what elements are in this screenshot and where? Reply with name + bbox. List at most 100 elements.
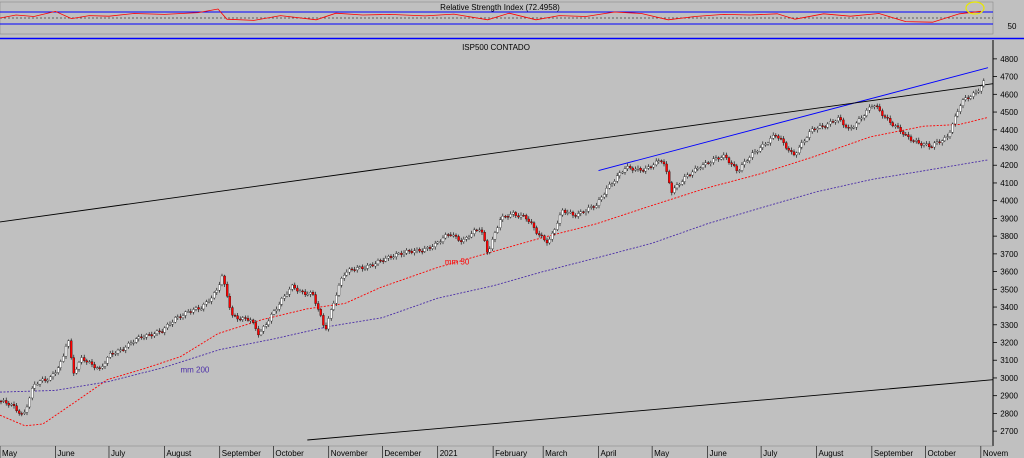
candle-body <box>571 211 575 216</box>
candle-body <box>839 117 842 121</box>
candle-body <box>512 212 515 215</box>
candle-body <box>889 118 892 123</box>
candle-body <box>36 383 39 386</box>
candle-body <box>681 181 684 185</box>
candle-body <box>891 122 894 127</box>
candle-body <box>517 215 520 218</box>
candle-body <box>792 151 796 156</box>
candle-body <box>371 264 374 267</box>
candle-body <box>309 292 312 295</box>
candle-body <box>798 146 801 154</box>
price-tick-label: 4500 <box>1000 108 1018 117</box>
candle-body <box>7 402 10 406</box>
candle-body <box>551 232 554 240</box>
candle-body <box>88 361 91 363</box>
candle-body <box>374 263 377 267</box>
candle-body <box>662 161 666 165</box>
candle-body <box>46 380 49 382</box>
candle-body <box>239 318 242 321</box>
candle-body <box>772 135 775 139</box>
candle-body <box>675 184 679 189</box>
candle-body <box>860 117 863 120</box>
candle-body <box>969 96 972 99</box>
date-tick-label: November <box>331 449 368 458</box>
candle-body <box>566 212 569 214</box>
candle-body <box>301 290 304 293</box>
candle-body <box>868 106 871 111</box>
candle-body <box>553 229 556 234</box>
candle-body <box>189 311 192 313</box>
candle-body <box>135 338 138 343</box>
candle-body <box>527 218 530 222</box>
candle-body <box>93 364 96 369</box>
candle-body <box>954 115 957 125</box>
candle-body <box>735 165 738 171</box>
candle-body <box>909 136 913 141</box>
candle-body <box>413 250 416 253</box>
candle-body <box>629 166 632 169</box>
candle-body <box>80 357 83 363</box>
candle-body <box>964 97 967 100</box>
trendlines <box>0 67 994 441</box>
candle-body <box>493 232 497 240</box>
candle-body <box>231 307 234 316</box>
candle-body <box>194 307 198 310</box>
candle-body <box>467 236 471 239</box>
candle-body <box>236 315 239 320</box>
candle-body <box>616 175 619 182</box>
candle-body <box>967 97 970 99</box>
candle-body <box>746 160 749 162</box>
candle-body <box>259 330 263 336</box>
candle-body <box>657 160 660 162</box>
candle-body <box>473 229 476 234</box>
candle-body <box>930 146 933 149</box>
candle-body <box>766 142 770 145</box>
candle-body <box>701 164 705 168</box>
price-tick-label: 3000 <box>1000 374 1018 383</box>
price-tick-label: 3300 <box>1000 321 1018 330</box>
candle-body <box>902 131 905 135</box>
candle-body <box>769 138 772 144</box>
candle-body <box>920 143 923 146</box>
candle-body <box>670 182 673 193</box>
date-tick-label: October <box>275 449 304 458</box>
candle-body <box>106 357 109 364</box>
candle-body <box>543 235 546 241</box>
ma50-line <box>0 116 989 427</box>
candle-body <box>519 215 523 218</box>
candle-body <box>509 214 512 218</box>
candle-body <box>210 297 213 302</box>
candle-body <box>267 320 270 325</box>
candle-body <box>33 384 36 389</box>
candle-body <box>647 166 650 169</box>
candle-body <box>148 334 151 336</box>
candle-body <box>109 353 112 358</box>
candle-body <box>405 250 408 254</box>
candle-body <box>863 115 866 119</box>
candle-body <box>397 252 400 255</box>
candle-body <box>694 168 697 173</box>
candle-body <box>639 167 642 171</box>
candle-body <box>847 127 850 129</box>
date-tick-label: April <box>601 449 617 458</box>
date-tick-label: December <box>384 449 421 458</box>
candle-body <box>857 118 861 124</box>
candle-body <box>353 269 356 271</box>
candle-body <box>579 211 582 214</box>
candle-body <box>904 134 907 136</box>
candle-body <box>244 317 247 319</box>
candle-body <box>5 400 8 404</box>
candle-body <box>821 125 824 127</box>
candle-body <box>379 260 382 262</box>
candle-body <box>306 294 309 296</box>
candle-body <box>337 284 341 296</box>
candle-body <box>62 356 65 362</box>
candle-body <box>558 214 562 224</box>
date-tick-label: May <box>654 449 669 458</box>
candle-body <box>743 161 746 165</box>
candle-body <box>665 163 668 172</box>
candle-body <box>343 275 346 279</box>
candle-body <box>925 143 928 145</box>
candle-body <box>584 211 588 213</box>
